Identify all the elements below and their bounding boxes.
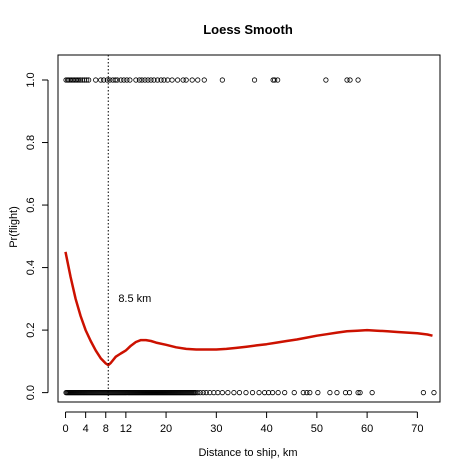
data-point [197,390,203,396]
data-point [355,77,361,83]
data-point [189,77,195,83]
x-tick-label: 30 [210,423,222,435]
y-tick-label: 0.0 [25,385,37,400]
y-tick-label: 0.2 [25,322,37,337]
data-point [136,77,143,83]
data-point [112,77,118,83]
x-tick-label: 4 [83,423,89,435]
data-point [272,77,278,83]
y-axis-label: Pr(flight) [8,206,20,248]
data-point [256,390,262,396]
x-tick-label: 60 [361,423,373,435]
data-point [121,77,127,83]
data-point [161,77,167,83]
data-point [275,77,281,83]
data-point [75,77,81,83]
chart-title: Loess Smooth [203,22,293,37]
data-points [63,77,437,396]
data-point [249,390,256,396]
y-tick-label: 0.6 [25,197,37,212]
data-point [225,390,231,396]
data-point [231,390,237,396]
threshold-annotation: 8.5 km [118,293,151,305]
data-point [180,77,186,83]
y-tick-label: 1.0 [25,72,37,87]
series-line [64,251,433,367]
x-axis-label: Distance to ship, km [198,447,297,459]
data-point [158,77,164,83]
data-point [114,77,120,83]
data-point [124,77,130,83]
data-point [315,390,321,396]
data-point [195,390,201,396]
data-point [275,390,281,396]
data-point [183,77,189,83]
y-tick-label: 0.8 [25,135,37,150]
data-point [251,77,258,83]
data-point [203,390,209,396]
data-point [219,77,225,83]
data-point [154,77,161,83]
plot-frame [57,54,441,403]
data-point [139,77,145,83]
data-point [76,77,82,83]
data-point [86,77,92,83]
data-point [327,390,333,396]
data-point [107,77,113,83]
data-point [127,77,133,83]
data-point [104,77,110,83]
data-point [84,77,90,83]
data-point [323,77,329,83]
data-point [175,77,181,83]
loess-curve [64,251,433,367]
data-point [346,390,353,396]
data-point [195,77,201,83]
x-tick-label: 70 [411,423,423,435]
data-point [355,390,361,396]
data-point [420,390,427,396]
data-point [101,77,107,83]
data-point [201,77,207,83]
data-point [334,390,340,396]
x-tick-label: 40 [260,423,272,435]
y-axis: 0.0 0.2 0.4 0.6 0.8 1.0 [25,72,49,400]
data-point [282,390,288,396]
x-tick-label: 50 [311,423,323,435]
data-point [243,390,249,396]
data-point [270,390,276,396]
data-point [357,390,363,396]
data-point [118,77,124,83]
data-point [169,77,175,83]
data-point [148,77,154,83]
data-point [200,390,206,396]
data-point [431,390,437,396]
data-point [344,77,350,83]
data-point [133,77,139,83]
x-tick-label: 0 [62,423,68,435]
data-point [142,77,148,83]
x-tick-label: 20 [160,423,172,435]
data-point [291,390,297,396]
data-point [369,390,375,396]
data-point [219,390,225,396]
data-point [98,77,104,83]
data-point [300,390,306,396]
data-point [151,77,157,83]
data-point [307,390,313,396]
x-tick-label: 8 [103,423,109,435]
data-point [236,390,243,396]
data-point [347,77,353,83]
x-axis: 0 4 8 12 20 30 40 50 60 70 [62,411,424,435]
y-tick-label: 0.4 [25,260,37,275]
data-point [145,77,151,83]
x-tick-label: 12 [120,423,132,435]
data-point [93,77,99,83]
data-point [304,390,310,396]
